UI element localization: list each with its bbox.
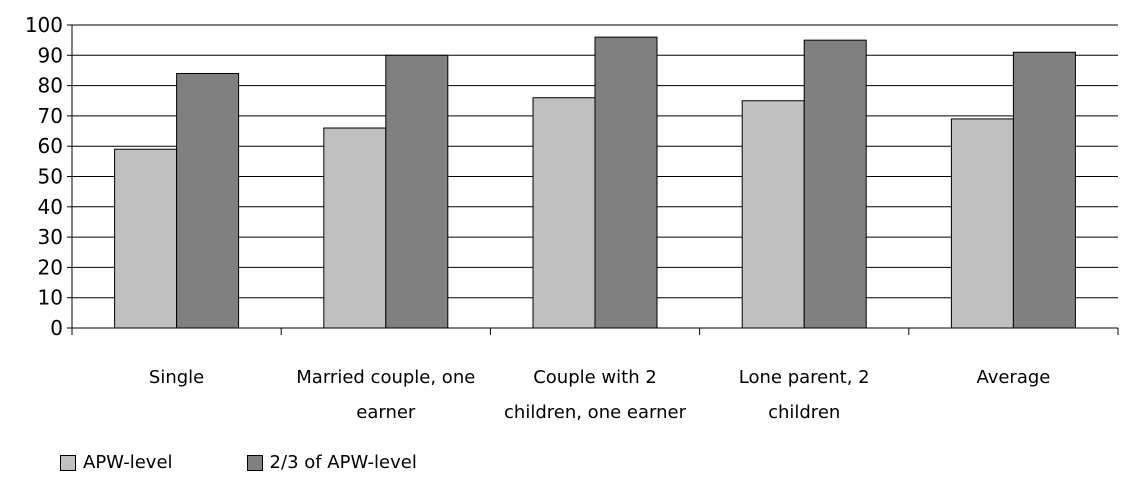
legend-label-apw-level: APW-level	[83, 452, 173, 473]
x-tick-label: Married couple, one	[296, 367, 475, 388]
y-tick-label: 10	[38, 286, 63, 310]
legend-label-two-thirds-apw-level: 2/3 of APW-level	[269, 452, 417, 473]
bar-chart: 0 10 20 30 40 50 60 70 80 90 100 Single Married coup…	[25, 13, 1119, 423]
x-tick-label: earner	[356, 402, 416, 423]
bar-two-thirds-apw-level	[385, 54, 449, 329]
y-tick-label: 100	[25, 13, 63, 37]
y-tick-label: 80	[38, 74, 63, 98]
legend-swatch-two-thirds-apw-level	[246, 454, 263, 471]
x-tick-label: children	[768, 402, 840, 423]
bar-apw-level	[114, 148, 178, 329]
bar-two-thirds-apw-level	[594, 36, 658, 329]
bar-two-thirds-apw-level	[176, 72, 240, 329]
bar-two-thirds-apw-level	[803, 39, 867, 329]
y-tick-label: 20	[38, 255, 63, 279]
x-tick-label: Single	[149, 367, 204, 388]
y-tick-label: 0	[50, 316, 63, 340]
legend: APW-level 2/3 of APW-level	[60, 452, 491, 473]
legend-item-two-thirds-apw-level: 2/3 of APW-level	[246, 452, 417, 473]
y-tick-label: 90	[38, 43, 63, 67]
x-tick-label: Couple with 2	[533, 367, 657, 388]
y-tick-label: 30	[38, 225, 63, 249]
y-tick-label: 70	[38, 104, 63, 128]
bar-apw-level	[741, 100, 805, 329]
y-tick-label: 50	[38, 165, 63, 189]
legend-swatch-apw-level	[60, 454, 76, 471]
bar-apw-level	[950, 118, 1014, 329]
x-tick-label: Average	[976, 367, 1050, 388]
y-tick-label: 60	[38, 134, 63, 158]
legend-item-apw-level: APW-level	[60, 452, 173, 473]
bar-apw-level	[532, 97, 596, 329]
y-tick-label: 40	[38, 195, 63, 219]
x-tick-label: children, one earner	[504, 402, 687, 423]
bar-two-thirds-apw-level	[1012, 51, 1076, 329]
x-tick-label: Lone parent, 2	[739, 367, 870, 388]
bar-apw-level	[323, 127, 387, 329]
